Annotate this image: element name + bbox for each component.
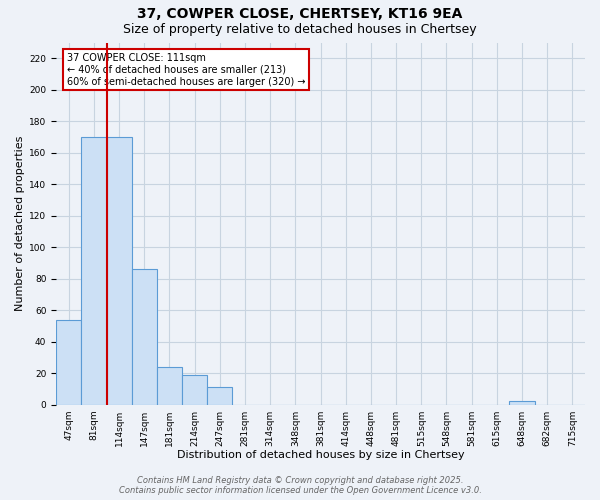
Text: Contains HM Land Registry data © Crown copyright and database right 2025.
Contai: Contains HM Land Registry data © Crown c… [119,476,481,495]
Bar [107,137,131,404]
Bar [207,388,232,404]
Bar [509,402,535,404]
Bar [157,367,182,405]
Bar [182,374,207,404]
Text: Size of property relative to detached houses in Chertsey: Size of property relative to detached ho… [123,22,477,36]
Text: 37 COWPER CLOSE: 111sqm
← 40% of detached houses are smaller (213)
60% of semi-d: 37 COWPER CLOSE: 111sqm ← 40% of detache… [67,54,305,86]
X-axis label: Distribution of detached houses by size in Chertsey: Distribution of detached houses by size … [177,450,464,460]
Text: 37, COWPER CLOSE, CHERTSEY, KT16 9EA: 37, COWPER CLOSE, CHERTSEY, KT16 9EA [137,8,463,22]
Bar [56,320,82,404]
Y-axis label: Number of detached properties: Number of detached properties [15,136,25,311]
Bar [131,269,157,404]
Bar [82,137,107,404]
